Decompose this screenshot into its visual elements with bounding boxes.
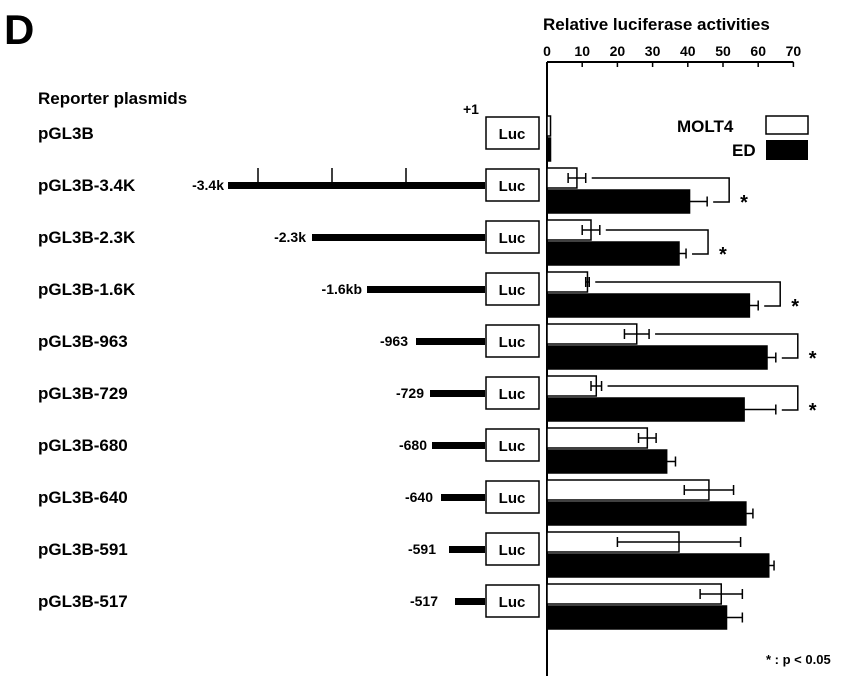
promoter-end-label: -640: [405, 489, 433, 505]
promoter-end-label: -680: [399, 437, 427, 453]
luc-box: [485, 376, 540, 410]
x-tick-label: 60: [750, 43, 766, 59]
legend-label-molt4: MOLT4: [677, 117, 734, 136]
luc-label: Luc: [499, 386, 526, 403]
promoter-line: [455, 598, 485, 605]
promoter-end-label: -2.3k: [274, 229, 306, 245]
significance-star: *: [791, 296, 799, 318]
construct-name: pGL3B-1.6K: [38, 280, 136, 299]
construct-name: pGL3B: [38, 124, 94, 143]
luc-label: Luc: [499, 334, 526, 351]
luc-box: [485, 220, 540, 254]
legend-label-ed: ED: [732, 141, 756, 160]
construct-name: pGL3B-2.3K: [38, 228, 136, 247]
luc-box: [485, 324, 540, 358]
bar-ed: [546, 241, 680, 266]
construct-rows: pGL3B Luc pGL3B-3.4K -3.4k Luc pGL3B-2.3K -2.3…: [38, 116, 540, 618]
bar-molt4: [546, 323, 638, 345]
luc-label: Luc: [499, 438, 526, 455]
significance-bracket: [607, 385, 799, 411]
x-tick-label: 10: [574, 43, 590, 59]
luc-label: Luc: [499, 594, 526, 611]
construct-name: pGL3B-963: [38, 332, 128, 351]
construct-name: pGL3B-591: [38, 540, 128, 559]
chart-title: Relative luciferase activities: [543, 15, 770, 34]
promoter-line: [449, 546, 485, 553]
significance-bracket: [591, 177, 730, 203]
significance-bracket: [595, 281, 781, 307]
legend-swatch-ed: [766, 140, 808, 160]
construct-name: pGL3B-517: [38, 592, 128, 611]
promoter-line: [430, 390, 485, 397]
bars: [546, 115, 777, 630]
tss-label: +1: [463, 101, 479, 117]
legend: MOLT4 ED: [677, 115, 809, 160]
promoter-end-label: -963: [380, 333, 408, 349]
construct-name: pGL3B-3.4K: [38, 176, 136, 195]
promoter-end-label: -729: [396, 385, 424, 401]
significance-star: *: [809, 348, 817, 370]
promoter-line: [367, 286, 485, 293]
luc-label: Luc: [499, 542, 526, 559]
significance-note: * : p < 0.05: [766, 652, 831, 667]
reporter-heading: Reporter plasmids: [38, 89, 187, 108]
luc-label: Luc: [499, 490, 526, 507]
significance-star: *: [809, 400, 817, 422]
luc-label: Luc: [499, 126, 526, 143]
bar-ed: [546, 293, 751, 318]
x-tick-label: 40: [680, 43, 696, 59]
x-tick-label: 30: [645, 43, 661, 59]
panel-letter: D: [4, 6, 34, 53]
luc-label: Luc: [499, 282, 526, 299]
construct-name: pGL3B-680: [38, 436, 128, 455]
x-tick-label: 70: [786, 43, 802, 59]
legend-swatch-molt4: [765, 115, 809, 135]
luc-box: [485, 584, 540, 618]
bar-molt4: [546, 115, 552, 137]
promoter-line: [432, 442, 485, 449]
bar-ed: [546, 189, 691, 214]
bar-molt4: [546, 583, 722, 605]
luc-box: [485, 116, 540, 150]
bar-ed: [546, 553, 770, 578]
x-tick-label: 50: [715, 43, 731, 59]
promoter-line: [441, 494, 485, 501]
luc-box: [485, 480, 540, 514]
significance-star: *: [719, 244, 727, 266]
promoter-end-label: -1.6kb: [322, 281, 362, 297]
promoter-end-label: -591: [408, 541, 436, 557]
bar-molt4: [546, 271, 589, 293]
luc-box: [485, 532, 540, 566]
bar-ed: [546, 501, 747, 526]
bar-molt4: [546, 375, 598, 397]
bar-ed: [546, 137, 552, 162]
luc-label: Luc: [499, 178, 526, 195]
promoter-end-label: -517: [410, 593, 438, 609]
luc-box: [485, 168, 540, 202]
x-tick-label: 0: [543, 43, 551, 59]
significance-star: *: [740, 192, 748, 214]
bar-ed: [546, 345, 768, 370]
promoter-line: [312, 234, 485, 241]
construct-name: pGL3B-729: [38, 384, 128, 403]
x-tick-label: 20: [610, 43, 626, 59]
promoter-end-label: -3.4k: [192, 177, 224, 193]
bar-ed: [546, 605, 728, 630]
luc-label: Luc: [499, 230, 526, 247]
significance-bracket: [605, 229, 709, 255]
bar-molt4: [546, 427, 649, 449]
luc-box: [485, 428, 540, 462]
significance-brackets: * * * * *: [591, 177, 817, 422]
promoter-line: [416, 338, 485, 345]
bar-ed: [546, 449, 668, 474]
significance-bracket: [655, 333, 799, 359]
construct-name: pGL3B-640: [38, 488, 128, 507]
luc-box: [485, 272, 540, 306]
promoter-line: [228, 182, 485, 189]
